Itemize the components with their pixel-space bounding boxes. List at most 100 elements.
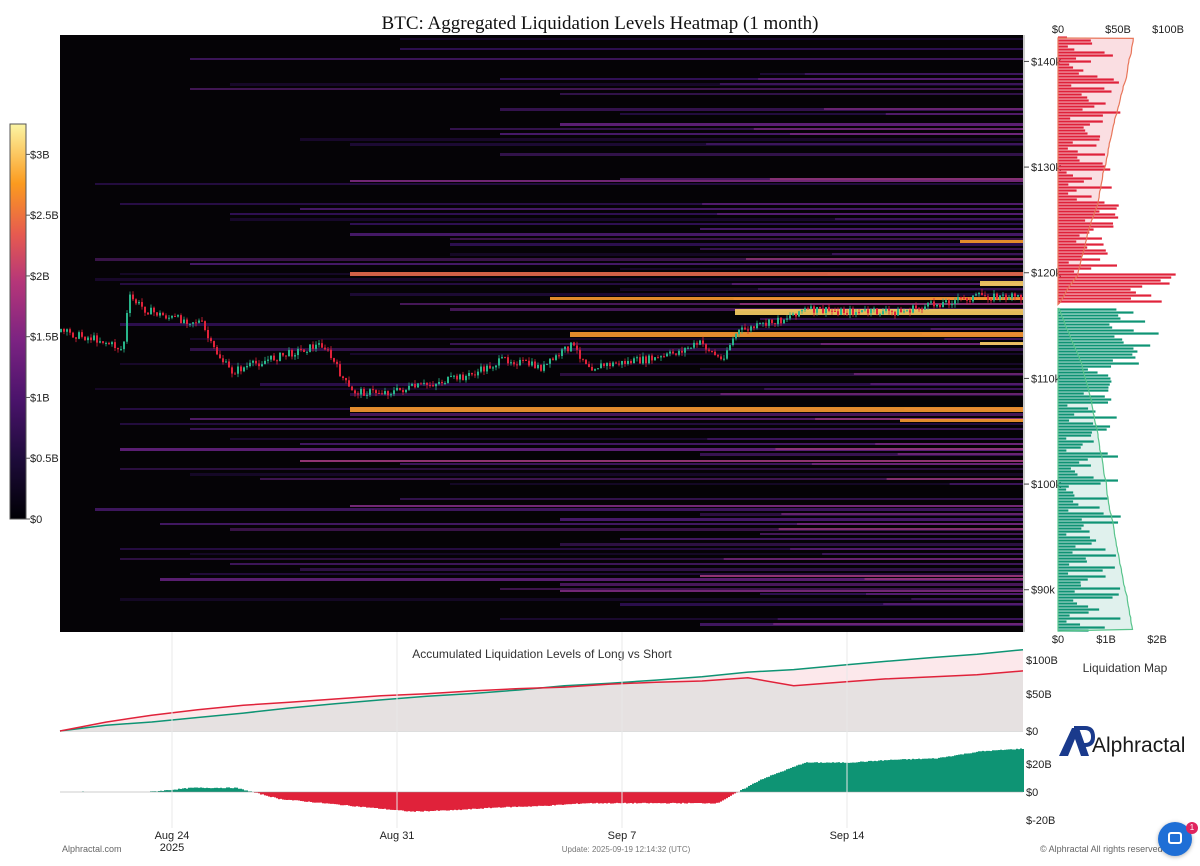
delta-positive-bar — [832, 762, 834, 792]
candle-body — [270, 355, 272, 360]
candle-body — [282, 352, 284, 356]
heatmap-band — [190, 573, 1023, 575]
candle-body — [630, 361, 632, 364]
delta-positive-bar — [1004, 749, 1006, 792]
candle-body — [1020, 295, 1022, 301]
candle-body — [666, 353, 668, 357]
candle-body — [159, 312, 161, 316]
delta-positive-bar — [1018, 749, 1020, 792]
heatmap-band — [823, 108, 1023, 110]
delta-negative-bar — [444, 792, 446, 811]
heatmap-band — [120, 363, 1023, 365]
candle-body — [402, 390, 404, 393]
candle-body — [828, 307, 830, 311]
long-liquidation-bar — [1058, 386, 1109, 389]
heatmap-band — [620, 268, 1023, 270]
delta-negative-bar — [668, 792, 670, 804]
candle-body — [846, 313, 848, 315]
candle-body — [345, 378, 347, 381]
delta-positive-bar — [202, 787, 204, 792]
heatmap-band — [900, 419, 1023, 422]
delta-negative-bar — [522, 792, 524, 807]
delta-positive-bar — [794, 766, 796, 792]
delta-negative-bar — [318, 792, 320, 803]
delta-negative-bar — [662, 792, 664, 804]
delta-positive-bar — [214, 787, 216, 792]
candle-body — [867, 309, 869, 314]
candle-body — [894, 311, 896, 316]
delta-positive-bar — [756, 782, 758, 792]
delta-negative-bar — [562, 792, 564, 805]
short-liquidation-bar — [1058, 156, 1078, 159]
long-liquidation-bar — [1058, 494, 1075, 497]
delta-positive-bar — [848, 762, 850, 792]
footer-copyright: © Alphractal All rights reserved — [1040, 844, 1163, 854]
candle-body — [372, 389, 374, 391]
heatmap-band — [95, 278, 1023, 281]
delta-positive-bar — [168, 790, 170, 792]
heatmap-band — [735, 309, 1023, 315]
delta-positive-bar — [898, 759, 900, 792]
candle-body — [966, 297, 968, 301]
candle-body — [726, 350, 728, 359]
delta-negative-bar — [384, 792, 386, 809]
delta-negative-bar — [594, 792, 596, 804]
delta-positive-bar — [902, 759, 904, 792]
candle-body — [480, 366, 482, 372]
candle-body — [900, 309, 902, 313]
delta-negative-bar — [502, 792, 504, 808]
long-liquidation-bar — [1058, 491, 1074, 494]
delta-negative-bar — [280, 792, 282, 799]
candle-body — [621, 360, 623, 365]
delta-positive-bar — [996, 750, 998, 792]
candle-body — [576, 345, 578, 350]
long-liquidation-bar — [1058, 590, 1075, 593]
delta-negative-bar — [556, 792, 558, 805]
delta-negative-bar — [658, 792, 660, 804]
price-label: $140k — [1031, 56, 1061, 68]
delta-negative-bar — [356, 792, 358, 807]
heatmap-band — [702, 203, 1023, 205]
heatmap-band — [864, 578, 1023, 580]
heatmap-band — [758, 78, 1023, 80]
heatmap-band — [570, 332, 1023, 337]
candle-body — [801, 309, 803, 312]
delta-negative-bar — [446, 792, 448, 811]
short-liquidation-bar — [1058, 171, 1067, 174]
short-liquidation-bar — [1058, 96, 1088, 99]
candle-body — [327, 349, 329, 351]
candle-body — [249, 362, 251, 367]
candle-body — [465, 375, 467, 381]
heatmap-band — [400, 48, 1023, 50]
short-liquidation-bar — [1058, 198, 1077, 201]
candle-body — [228, 361, 230, 368]
short-liquidation-bar — [1058, 216, 1119, 219]
candle-body — [564, 346, 566, 350]
candle-body — [72, 332, 74, 338]
delta-panel: $20B $0 $-20B — [60, 748, 1055, 827]
delta-negative-bar — [560, 792, 562, 805]
delta-negative-bar — [596, 792, 598, 803]
candle-body — [63, 328, 65, 332]
long-liquidation-bar — [1058, 425, 1111, 428]
short-liquidation-bar — [1058, 192, 1069, 195]
short-liquidation-bar — [1058, 291, 1136, 294]
delta-negative-bar — [326, 792, 328, 804]
candle-body — [510, 362, 512, 364]
candle-body — [990, 299, 992, 301]
delta-negative-bar — [360, 792, 362, 808]
short-liquidation-bar — [1058, 195, 1092, 198]
short-liquidation-bar — [1058, 240, 1077, 243]
delta-negative-bar — [302, 792, 304, 802]
candle-body — [237, 366, 239, 374]
delta-negative-bar — [582, 792, 584, 804]
delta-negative-bar — [544, 792, 546, 806]
delta-positive-bar — [1000, 749, 1002, 792]
heatmap-band — [778, 528, 1023, 530]
candle-body — [102, 341, 104, 343]
long-liquidation-bar — [1058, 320, 1146, 323]
heatmap-band — [350, 393, 1023, 396]
long-liquidation-bar — [1058, 350, 1138, 353]
long-liquidation-bar — [1058, 572, 1069, 575]
candle-body — [747, 329, 749, 331]
